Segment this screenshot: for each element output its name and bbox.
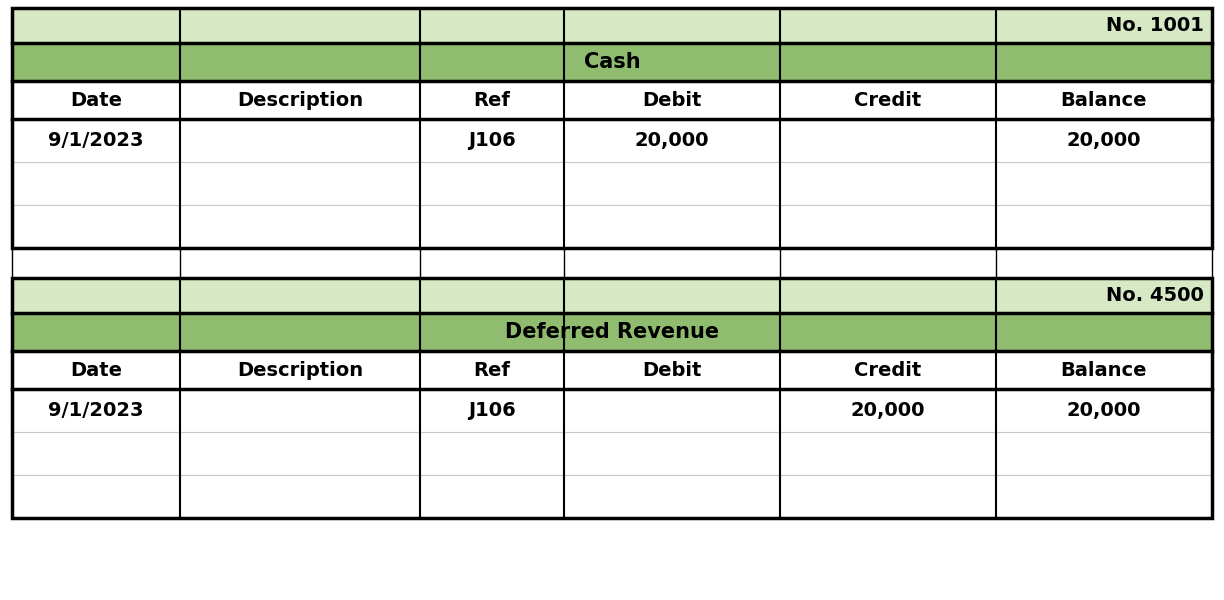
Bar	[12, 8, 1212, 43]
Bar	[12, 81, 1212, 119]
Bar	[12, 351, 1212, 389]
Text: Credit: Credit	[854, 91, 922, 109]
Bar	[12, 119, 1212, 162]
Bar	[12, 278, 1212, 313]
Bar	[12, 162, 1212, 205]
Bar	[12, 205, 1212, 248]
Text: 20,000: 20,000	[851, 401, 925, 420]
Text: Date: Date	[70, 91, 122, 109]
Text: Credit: Credit	[854, 361, 922, 379]
Text: Balance: Balance	[1061, 91, 1147, 109]
Text: Debit: Debit	[643, 361, 701, 379]
Text: No. 1001: No. 1001	[1106, 16, 1204, 35]
Bar	[12, 248, 1212, 278]
Bar	[12, 389, 1212, 432]
Text: No. 4500: No. 4500	[1106, 286, 1204, 305]
Text: Debit: Debit	[643, 91, 701, 109]
Text: Cash: Cash	[584, 52, 640, 72]
Bar	[12, 313, 1212, 351]
Text: J106: J106	[468, 131, 515, 150]
Text: Ref: Ref	[474, 361, 510, 379]
Text: J106: J106	[468, 401, 515, 420]
Text: 20,000: 20,000	[635, 131, 709, 150]
Bar	[12, 475, 1212, 518]
Text: Description: Description	[237, 91, 364, 109]
Text: 20,000: 20,000	[1067, 401, 1141, 420]
Bar	[12, 8, 1212, 248]
Bar	[12, 432, 1212, 475]
Text: Deferred Revenue: Deferred Revenue	[506, 322, 718, 342]
Text: Description: Description	[237, 361, 364, 379]
Bar	[12, 278, 1212, 518]
Text: 9/1/2023: 9/1/2023	[48, 401, 143, 420]
Bar	[12, 43, 1212, 81]
Text: 9/1/2023: 9/1/2023	[48, 131, 143, 150]
Text: Balance: Balance	[1061, 361, 1147, 379]
Text: Ref: Ref	[474, 91, 510, 109]
Text: 20,000: 20,000	[1067, 131, 1141, 150]
Text: Date: Date	[70, 361, 122, 379]
